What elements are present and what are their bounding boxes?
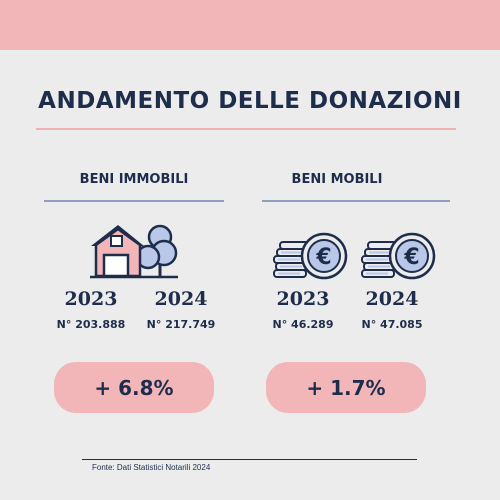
count-immobili-2024: N° 217.749	[146, 318, 216, 331]
section-divider-immobili	[44, 200, 224, 202]
svg-text:€: €	[403, 245, 419, 270]
euro-coins-icon: €	[361, 232, 436, 280]
change-badge-immobili: + 6.8%	[54, 362, 214, 413]
page-title: ANDAMENTO DELLE DONAZIONI	[38, 88, 462, 114]
year-mobili-2023: 2023	[276, 288, 330, 310]
year-immobili-2024: 2024	[154, 288, 208, 310]
year-mobili-2024: 2024	[365, 288, 419, 310]
source-note: Fonte: Dati Statistici Notarili 2024	[92, 463, 211, 472]
count-mobili-2024: N° 47.085	[361, 318, 423, 331]
change-value-mobili: + 1.7%	[306, 375, 386, 400]
section-label-immobili: BENI IMMOBILI	[79, 172, 189, 187]
house-tree-icon	[90, 224, 178, 279]
euro-coins-icon: €	[273, 232, 348, 280]
source-divider	[82, 459, 417, 460]
title-divider	[36, 128, 456, 130]
section-label-mobili: BENI MOBILI	[291, 172, 383, 187]
change-value-immobili: + 6.8%	[94, 375, 174, 400]
change-badge-mobili: + 1.7%	[266, 362, 426, 413]
count-mobili-2023: N° 46.289	[272, 318, 334, 331]
count-immobili-2023: N° 203.888	[56, 318, 126, 331]
year-immobili-2023: 2023	[64, 288, 118, 310]
section-divider-mobili	[262, 200, 450, 202]
header-band	[0, 0, 500, 50]
svg-text:€: €	[315, 245, 331, 270]
